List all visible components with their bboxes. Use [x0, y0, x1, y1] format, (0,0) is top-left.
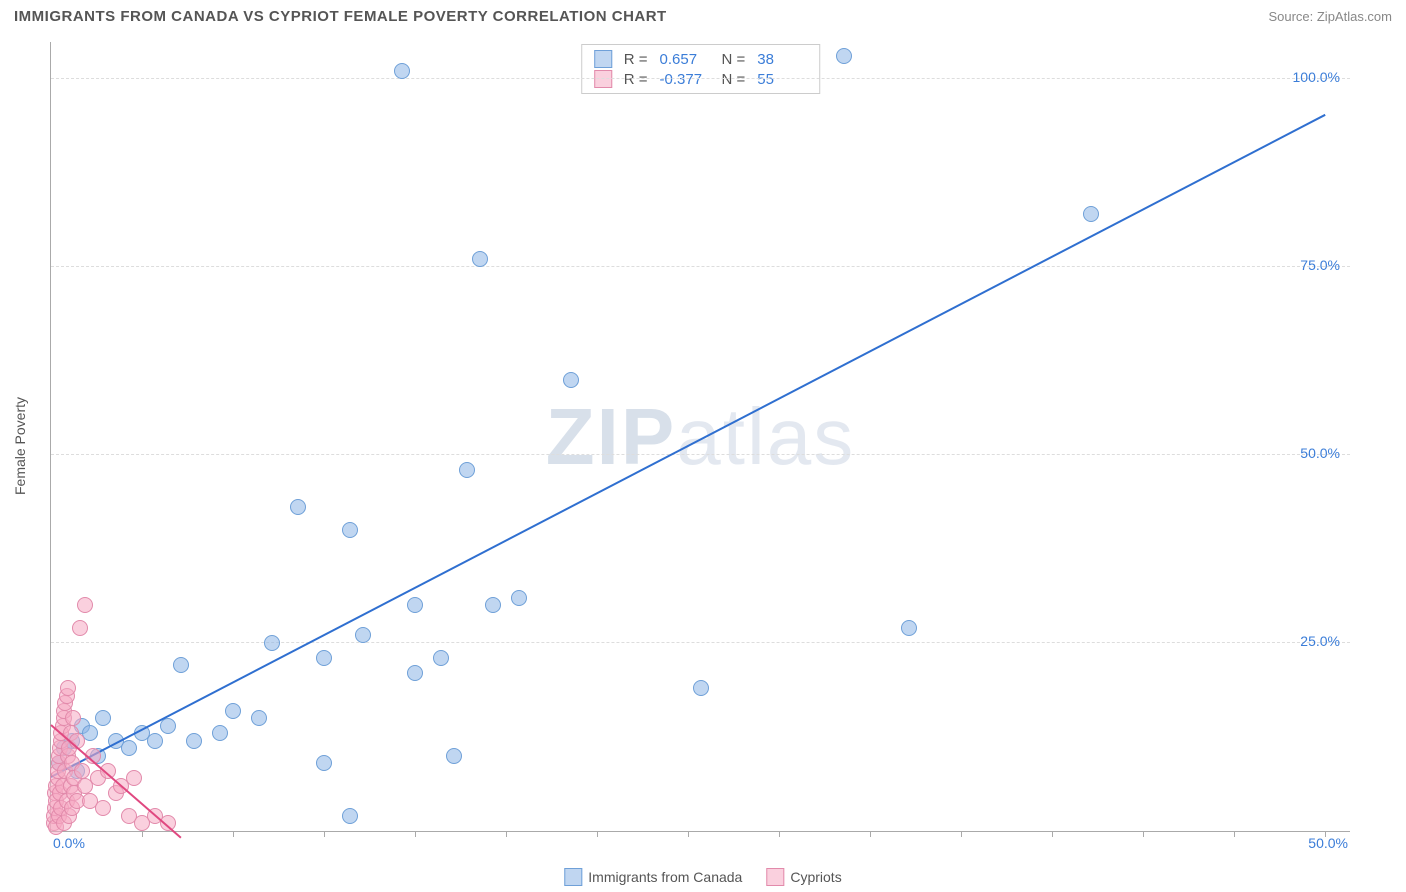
x-tick — [506, 831, 507, 837]
y-tick-label: 50.0% — [1300, 445, 1340, 461]
data-point — [1083, 206, 1099, 222]
data-point — [511, 590, 527, 606]
x-tick — [870, 831, 871, 837]
data-point — [65, 710, 81, 726]
n-value: 55 — [757, 71, 807, 88]
x-tick-label: 50.0% — [1308, 835, 1348, 851]
gridline — [51, 454, 1350, 455]
trend-line — [51, 114, 1326, 778]
gridline — [51, 642, 1350, 643]
r-value: -0.377 — [660, 71, 710, 88]
data-point — [74, 763, 90, 779]
legend-row: R = -0.377 N = 55 — [594, 69, 808, 89]
data-point — [433, 650, 449, 666]
data-point — [472, 251, 488, 267]
x-tick — [688, 831, 689, 837]
legend-row: R = 0.657 N = 38 — [594, 49, 808, 69]
source-prefix: Source: — [1268, 9, 1316, 24]
y-axis-label: Female Poverty — [12, 397, 28, 495]
x-tick — [233, 831, 234, 837]
legend-item: Immigrants from Canada — [564, 868, 742, 886]
data-point — [342, 808, 358, 824]
x-tick-label: 0.0% — [53, 835, 85, 851]
y-tick-label: 100.0% — [1293, 69, 1340, 85]
data-point — [355, 627, 371, 643]
data-point — [60, 680, 76, 696]
data-point — [836, 48, 852, 64]
header: IMMIGRANTS FROM CANADA VS CYPRIOT FEMALE… — [0, 0, 1406, 29]
data-point — [316, 755, 332, 771]
x-tick — [1052, 831, 1053, 837]
data-point — [147, 733, 163, 749]
data-point — [407, 597, 423, 613]
x-tick — [1234, 831, 1235, 837]
legend-swatch — [594, 50, 612, 68]
data-point — [126, 770, 142, 786]
data-point — [446, 748, 462, 764]
n-label: N = — [722, 71, 746, 88]
r-value: 0.657 — [660, 51, 710, 68]
data-point — [72, 620, 88, 636]
source-name: ZipAtlas.com — [1317, 9, 1392, 24]
x-tick — [961, 831, 962, 837]
data-point — [693, 680, 709, 696]
data-point — [121, 740, 137, 756]
x-tick — [142, 831, 143, 837]
r-label: R = — [624, 51, 648, 68]
r-label: R = — [624, 71, 648, 88]
chart-title: IMMIGRANTS FROM CANADA VS CYPRIOT FEMALE… — [14, 8, 667, 25]
x-tick — [415, 831, 416, 837]
data-point — [95, 710, 111, 726]
data-point — [459, 462, 475, 478]
x-tick — [1143, 831, 1144, 837]
data-point — [95, 800, 111, 816]
n-value: 38 — [757, 51, 807, 68]
data-point — [901, 620, 917, 636]
y-tick-label: 75.0% — [1300, 257, 1340, 273]
series-legend: Immigrants from Canada Cypriots — [564, 868, 841, 886]
gridline — [51, 266, 1350, 267]
legend-label: Immigrants from Canada — [588, 869, 742, 885]
legend-label: Cypriots — [790, 869, 841, 885]
data-point — [290, 499, 306, 515]
gridline — [51, 78, 1350, 79]
data-point — [225, 703, 241, 719]
scatter-chart: ZIPatlas R = 0.657 N = 38 R = -0.377 N = 55… — [50, 42, 1350, 832]
data-point — [212, 725, 228, 741]
legend-item: Cypriots — [766, 868, 841, 886]
legend-swatch — [564, 868, 582, 886]
legend-swatch — [766, 868, 784, 886]
data-point — [77, 597, 93, 613]
data-point — [264, 635, 280, 651]
y-tick-label: 25.0% — [1300, 633, 1340, 649]
data-point — [186, 733, 202, 749]
watermark: ZIPatlas — [546, 391, 855, 483]
x-tick — [324, 831, 325, 837]
data-point — [485, 597, 501, 613]
data-point — [563, 372, 579, 388]
data-point — [342, 522, 358, 538]
chart-source: Source: ZipAtlas.com — [1268, 9, 1392, 24]
n-label: N = — [722, 51, 746, 68]
data-point — [173, 657, 189, 673]
x-tick — [597, 831, 598, 837]
data-point — [394, 63, 410, 79]
data-point — [316, 650, 332, 666]
x-tick — [779, 831, 780, 837]
correlation-legend: R = 0.657 N = 38 R = -0.377 N = 55 — [581, 44, 821, 94]
data-point — [407, 665, 423, 681]
legend-swatch — [594, 70, 612, 88]
data-point — [251, 710, 267, 726]
